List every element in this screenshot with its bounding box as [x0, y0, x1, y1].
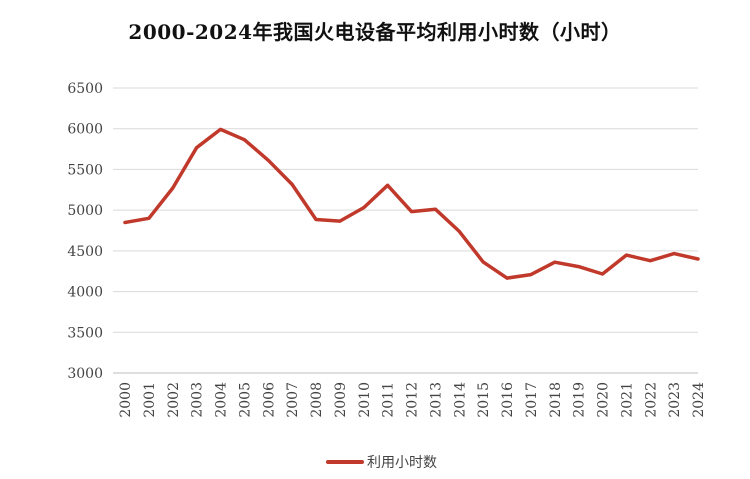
data-point [410, 210, 413, 214]
x-tick-label: 2014 [452, 382, 468, 418]
x-tick-label: 2012 [405, 382, 421, 418]
x-tick-label: 2008 [309, 382, 325, 418]
y-tick-label: 5500 [67, 162, 103, 178]
y-tick-label: 3500 [67, 325, 103, 341]
grid-lines [113, 87, 698, 374]
legend-label: 利用小时数 [367, 455, 437, 471]
x-tick-label: 2020 [596, 382, 612, 418]
data-point [242, 138, 246, 142]
x-tick-label: 2007 [285, 382, 301, 418]
x-tick-label: 2004 [214, 382, 230, 418]
data-point [481, 260, 485, 264]
y-tick-label: 6000 [67, 122, 103, 138]
y-axis-tick-labels: 3000 3500 4000 4500 5000 5500 6000 6500 [67, 81, 103, 382]
data-point [147, 216, 151, 220]
data-point [338, 219, 342, 223]
data-point [577, 265, 581, 269]
x-tick-label: 2000 [118, 382, 134, 418]
x-tick-label: 2013 [428, 382, 444, 418]
x-tick-label: 2005 [237, 382, 253, 418]
x-tick-label: 2018 [548, 382, 564, 418]
x-tick-label: 2023 [667, 382, 683, 418]
data-point [433, 207, 437, 211]
data-point [290, 182, 294, 186]
x-tick-label: 2011 [381, 382, 397, 418]
data-point [362, 206, 366, 210]
data-point [505, 276, 509, 280]
y-tick-label: 5000 [67, 203, 103, 219]
x-tick-label: 2017 [524, 382, 540, 418]
series-layer [123, 127, 700, 280]
x-tick-label: 2016 [500, 382, 516, 418]
data-point [171, 186, 175, 190]
x-tick-label: 2010 [357, 382, 373, 418]
x-tick-label: 2006 [261, 382, 277, 418]
x-tick-label: 2022 [643, 382, 659, 418]
data-point [195, 146, 199, 150]
chart-title: 2000-2024年我国火电设备平均利用小时数（小时） [128, 20, 622, 44]
legend: 利用小时数 [326, 455, 437, 471]
y-tick-label: 4000 [67, 285, 103, 301]
x-tick-label: 2019 [572, 382, 588, 418]
data-point [672, 252, 676, 256]
x-tick-label: 2003 [190, 382, 206, 418]
data-point [601, 272, 604, 276]
series-line-0 [123, 127, 700, 280]
x-tick-label: 2002 [166, 382, 182, 418]
y-tick-label: 6500 [67, 81, 103, 97]
data-point [696, 257, 700, 261]
x-tick-label: 2001 [142, 382, 158, 418]
data-point [624, 253, 628, 257]
data-point [266, 158, 270, 162]
data-point [123, 221, 127, 225]
x-tick-label: 2015 [476, 382, 492, 418]
data-point [648, 259, 652, 263]
y-tick-label: 4500 [67, 244, 103, 260]
data-point [457, 229, 461, 233]
x-tick-label: 2024 [691, 382, 707, 418]
y-tick-label: 3000 [67, 366, 103, 382]
x-tick-label: 2009 [333, 382, 349, 418]
x-axis-tick-labels: 2000 2001 2002 2003 2004 2005 2006 2007 2008 2009… [118, 382, 707, 418]
data-point [219, 127, 222, 131]
data-point [529, 273, 533, 277]
data-point [553, 260, 557, 264]
data-point [314, 218, 318, 222]
data-point [386, 183, 390, 187]
x-tick-label: 2021 [619, 382, 635, 418]
